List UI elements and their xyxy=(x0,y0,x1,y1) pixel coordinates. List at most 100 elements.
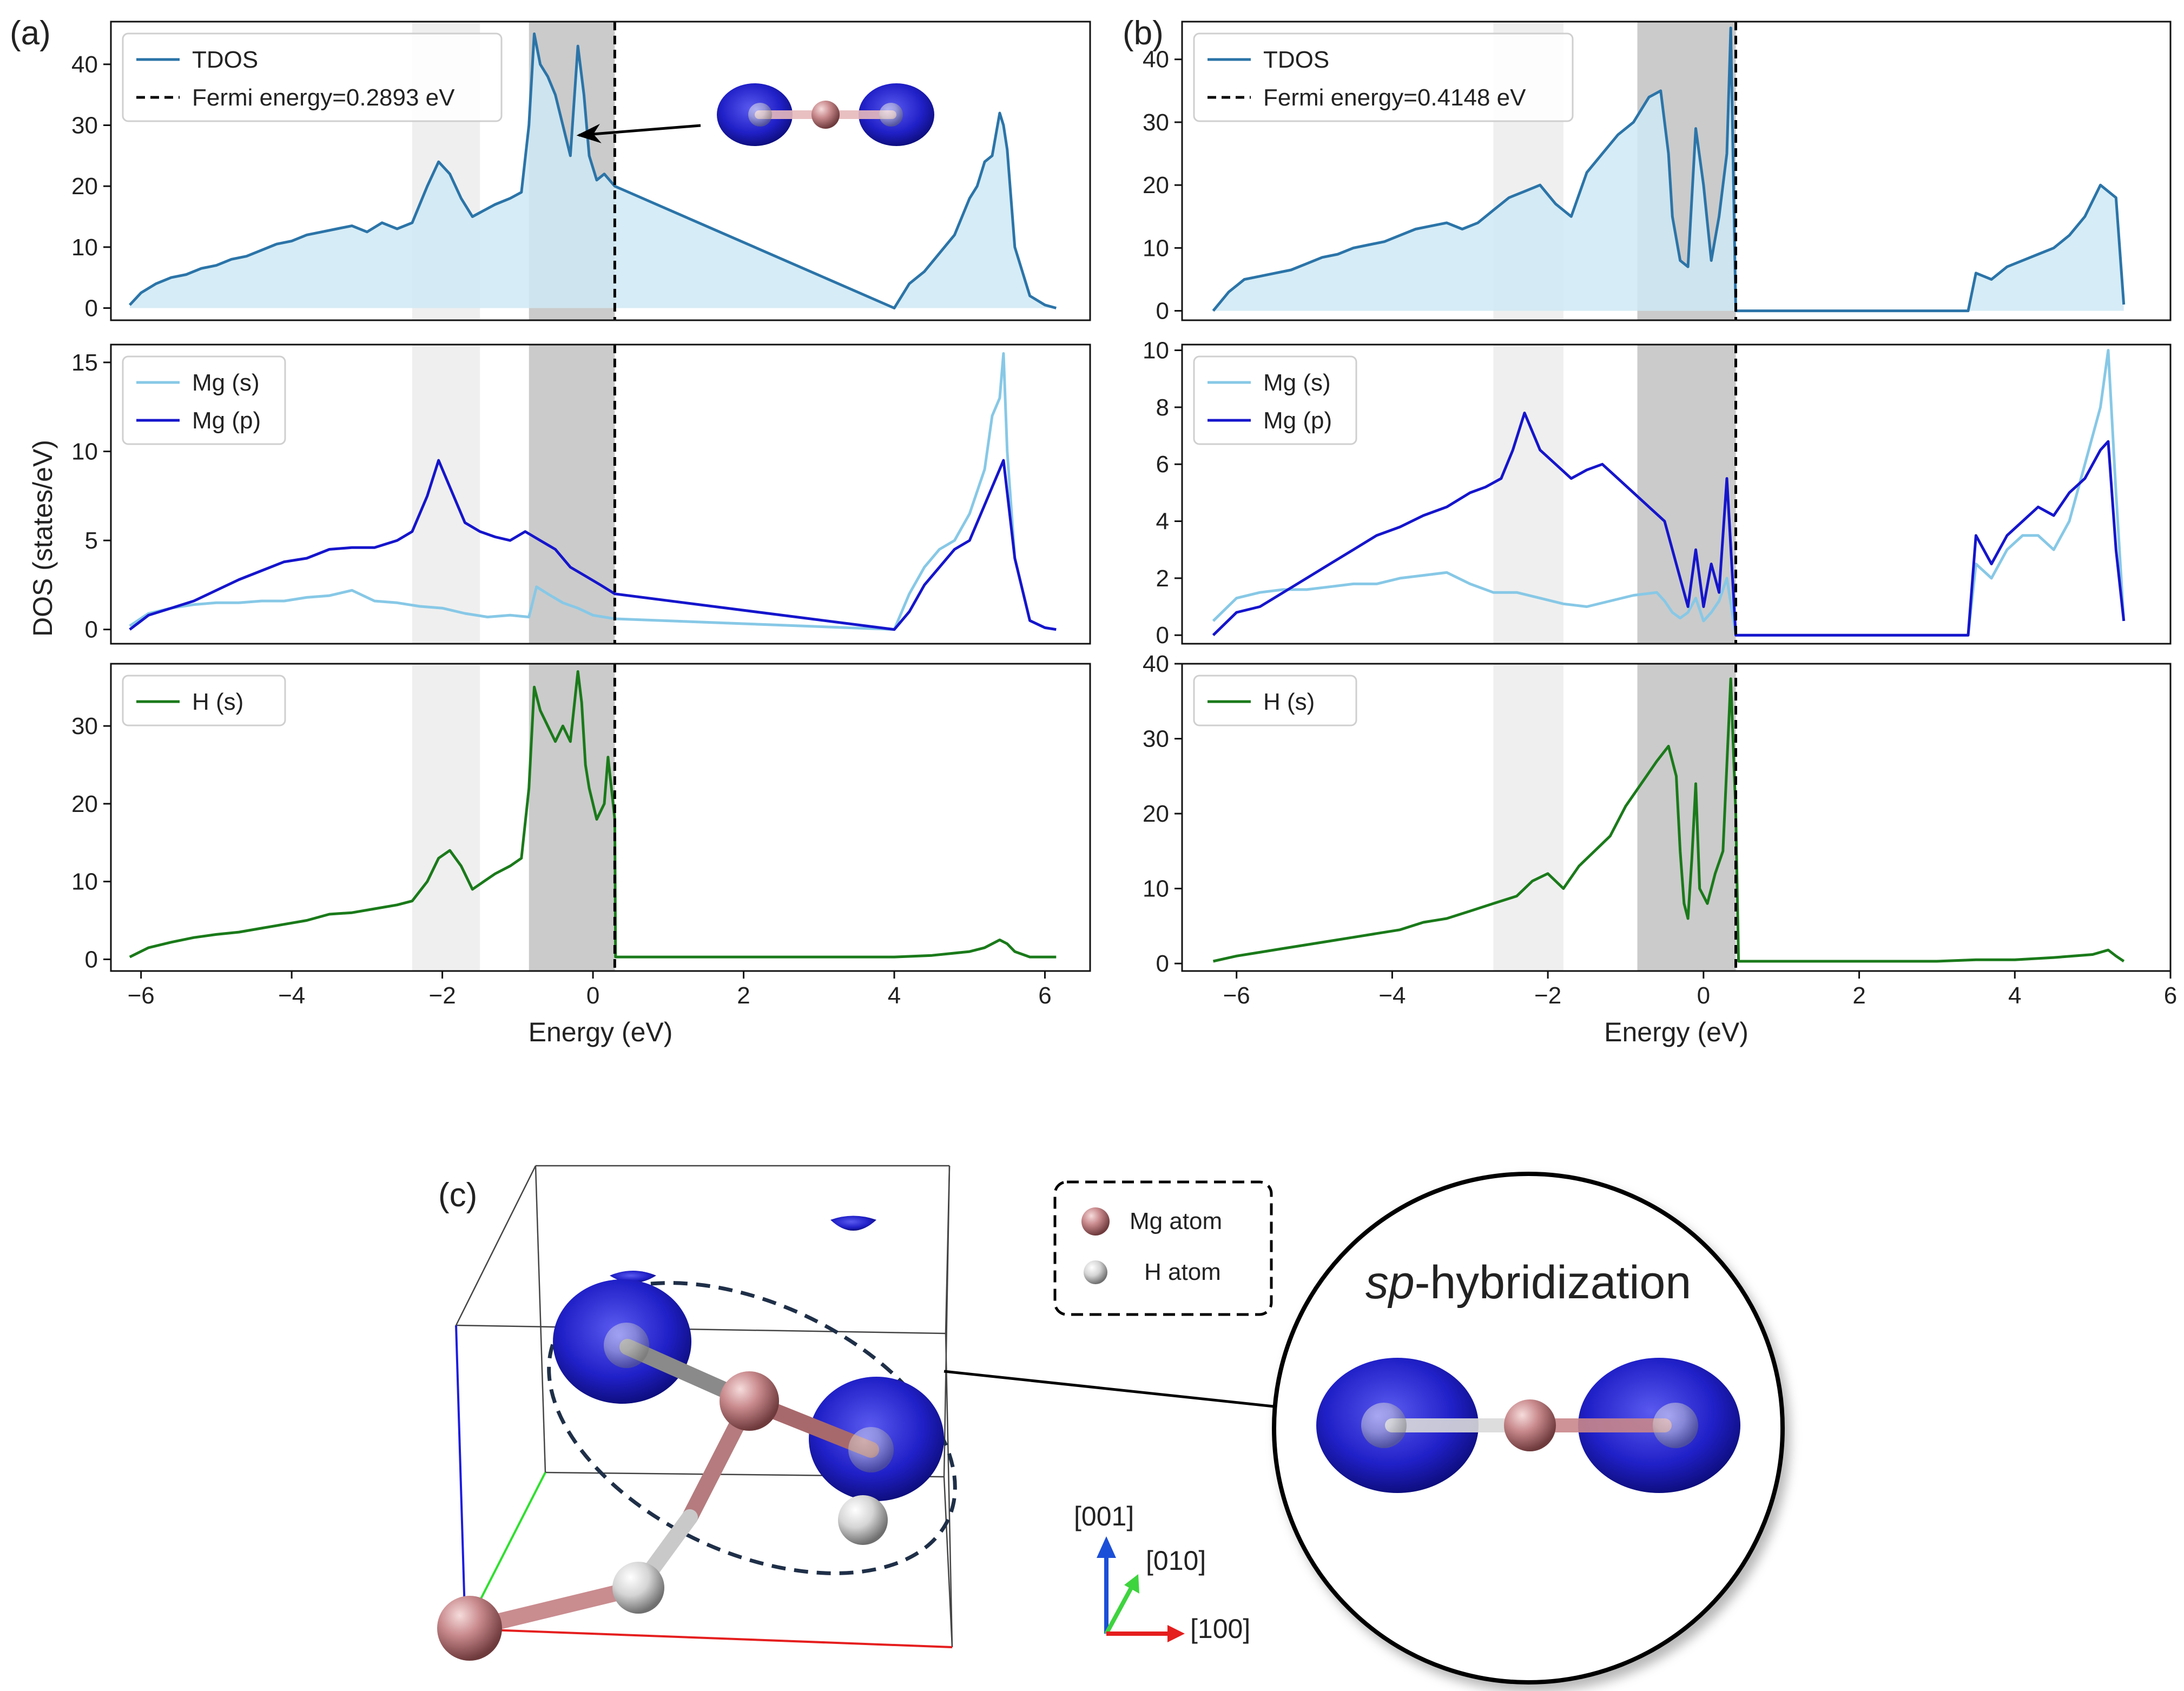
x-tick-label: −4 xyxy=(1378,982,1406,1009)
callout-h-left xyxy=(1361,1403,1407,1448)
y-tick-label: 2 xyxy=(1156,565,1169,592)
legend-label: H (s) xyxy=(1263,689,1315,715)
y-tick-label: 20 xyxy=(1143,172,1169,199)
y-tick-label: 6 xyxy=(1156,451,1169,478)
y-tick-label: 15 xyxy=(71,349,98,376)
subplot-b-mg: 0 2 4 6 8 10 Mg (s) Mg (p) xyxy=(1143,338,2172,649)
axis-arrowhead-001 xyxy=(1097,1536,1116,1558)
hybridization-selection-ellipse xyxy=(547,1281,957,1575)
legend-mg-atom-icon xyxy=(1081,1207,1110,1236)
y-tick-label: 0 xyxy=(85,617,98,643)
subplot-a-mg: 0 5 10 15 Mg (s) Mg (p) xyxy=(71,344,1091,645)
legend-mg-atom-label: Mg atom xyxy=(1130,1208,1222,1234)
shaded-band-dark xyxy=(1637,664,1736,971)
callout-connector-line xyxy=(943,1370,1275,1408)
subplot-a-tdos: 0 10 20 30 40 TDOS Fermi energy=0.2893 eV xyxy=(71,21,1091,321)
x-tick-label: −6 xyxy=(128,982,155,1009)
y-tick-label: 30 xyxy=(1143,726,1169,752)
shared-y-axis-label: DOS (states/eV) xyxy=(28,440,58,637)
y-tick-label: 40 xyxy=(1143,47,1169,73)
legend-box xyxy=(122,675,286,726)
x-tick-label: 0 xyxy=(586,982,599,1009)
x-tick-label: 4 xyxy=(888,982,901,1009)
shaded-band-dark xyxy=(529,345,615,644)
callout-h-right xyxy=(1653,1403,1698,1448)
series-line-b-h-s- xyxy=(1212,677,2125,963)
y-tick-label: 30 xyxy=(1143,109,1169,136)
h-atom-right xyxy=(848,1427,894,1472)
callout-title: sp-hybridization xyxy=(1365,1257,1691,1309)
unit-cell-structure xyxy=(437,1165,957,1661)
tdos-inset-molecule xyxy=(576,83,934,146)
axis-label-010: [010] xyxy=(1146,1545,1206,1576)
cell-axis-x-red xyxy=(476,1628,953,1648)
callout-title-italic: sp xyxy=(1365,1257,1415,1309)
x-tick-label: 2 xyxy=(737,982,750,1009)
legend-box xyxy=(122,32,503,122)
shaded-band-dark xyxy=(529,664,615,971)
legend-box xyxy=(1193,675,1357,726)
y-tick-label: 30 xyxy=(71,113,98,139)
panel-label-b: (b) xyxy=(1123,15,1164,52)
structure-bonds xyxy=(463,1339,879,1636)
shaded-band-light xyxy=(1493,345,1563,644)
atom-legend: Mg atom H atom xyxy=(1053,1180,1273,1316)
y-tick-label: 0 xyxy=(1156,950,1169,977)
x-tick-label: 0 xyxy=(1697,982,1710,1009)
h-atom-lower xyxy=(612,1562,664,1614)
y-tick-label: 8 xyxy=(1156,394,1169,421)
y-tick-label: 10 xyxy=(71,439,98,465)
subplot-frame xyxy=(110,663,1091,972)
subplot-frame xyxy=(1181,344,2172,645)
y-tick-label: 20 xyxy=(1143,801,1169,827)
x-tick-label: −2 xyxy=(1534,982,1561,1009)
legend-label: Mg (s) xyxy=(1263,369,1331,396)
series-line-b-mg-s- xyxy=(1212,349,2126,637)
callout-title-rest: -hybridization xyxy=(1415,1257,1691,1309)
axis-arrowhead-010 xyxy=(1124,1574,1139,1594)
y-tick-label: 10 xyxy=(71,869,98,895)
x-axis-label: Energy (eV) xyxy=(529,1017,673,1047)
subplot-frame xyxy=(110,21,1091,321)
h-atom-back xyxy=(838,1495,888,1545)
subplot-a-h: 0 10 20 30 H (s) xyxy=(71,663,1091,973)
axis-arrowhead-100 xyxy=(1167,1625,1185,1642)
x-tick-label: 2 xyxy=(1852,982,1865,1009)
sp-hybridization-callout: sp-hybridization xyxy=(1272,1172,1785,1685)
x-tick-label: 6 xyxy=(2164,982,2177,1009)
series-line-a-mg-s- xyxy=(129,352,1057,631)
legend-label: TDOS xyxy=(192,47,258,73)
crystal-axes: [001] [010] [100] xyxy=(1074,1501,1250,1644)
series-line-b-tdos xyxy=(1212,27,2126,313)
x-tick-label: 6 xyxy=(1038,982,1051,1009)
subplot-frame xyxy=(1181,663,2172,972)
series-line-b-mg-p- xyxy=(1212,411,2126,637)
y-tick-label: 10 xyxy=(1143,338,1169,364)
y-tick-label: 0 xyxy=(1156,298,1169,325)
subplot-b-h: 0 10 20 30 40 H (s) xyxy=(1143,651,2172,977)
h-atom-left xyxy=(604,1323,649,1368)
cell-axis-z-blue xyxy=(455,1325,466,1630)
legend-label: Mg (p) xyxy=(192,407,261,434)
x-axis-label: Energy (eV) xyxy=(1604,1017,1748,1047)
legend-label: Mg (p) xyxy=(1263,407,1332,434)
shaded-band-light xyxy=(1493,664,1563,971)
orbital-cap-top xyxy=(830,1216,876,1231)
y-tick-label: 0 xyxy=(85,295,98,321)
axis-arrow-010 xyxy=(1104,1583,1136,1635)
mg-atom-center xyxy=(720,1371,779,1431)
series-line-a-mg-p- xyxy=(129,459,1057,631)
mg-atom-corner xyxy=(437,1596,502,1661)
subplot-frame xyxy=(1181,21,2172,321)
inset-mg-atom xyxy=(811,101,840,129)
y-tick-label: 20 xyxy=(71,173,98,200)
atom-legend-box xyxy=(1053,1180,1273,1316)
legend-box xyxy=(1193,355,1357,445)
y-tick-label: 10 xyxy=(1143,876,1169,902)
y-tick-label: 20 xyxy=(71,791,98,817)
legend-box xyxy=(1193,32,1574,122)
y-tick-label: 0 xyxy=(85,946,98,973)
y-tick-label: 40 xyxy=(71,51,98,78)
panel-label-c: (c) xyxy=(438,1177,477,1214)
